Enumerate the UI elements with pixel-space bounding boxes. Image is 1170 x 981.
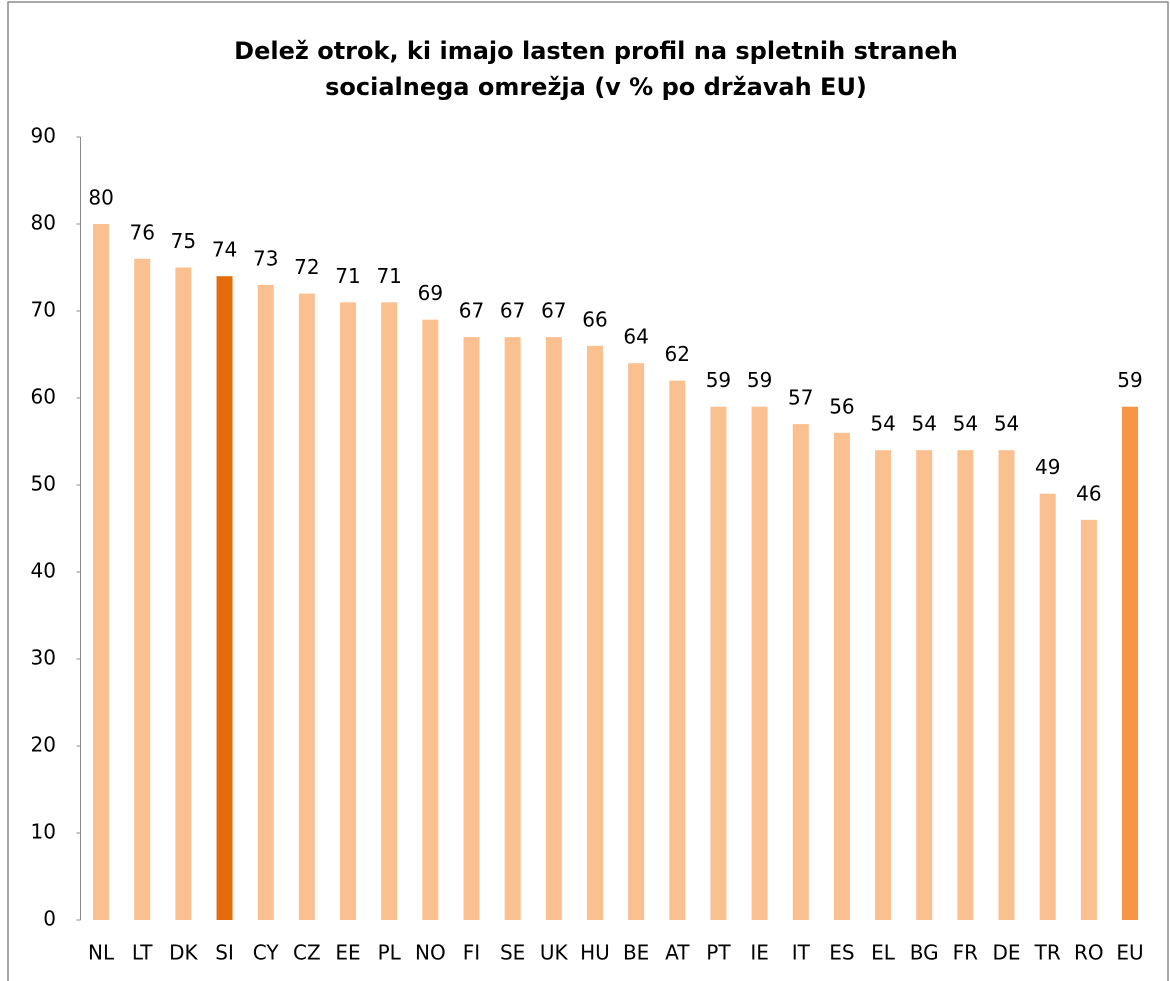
bar [545,337,562,921]
data-label: 74 [212,238,237,262]
y-tick-label: 40 [31,559,56,583]
y-tick-label: 70 [31,298,56,322]
data-label: 67 [500,299,525,323]
bar [381,302,398,920]
data-label: 69 [418,281,443,305]
data-label: 59 [706,368,731,392]
bar [998,450,1015,920]
y-tick-label: 10 [31,820,56,844]
data-label: 54 [953,412,978,436]
x-tick-label: FR [953,941,979,965]
bar [751,406,768,920]
x-tick-label: IE [750,941,769,965]
y-tick-label: 80 [31,211,56,235]
x-tick-label: CY [253,941,280,965]
data-label: 76 [130,220,155,244]
bar [216,276,233,920]
data-label: 54 [912,412,937,436]
bar [916,450,933,920]
bar [340,302,357,920]
bar [628,363,645,920]
x-tick-label: SE [500,941,525,965]
bar [463,337,480,921]
data-label: 66 [582,307,607,331]
bar [833,432,850,920]
bar [1080,519,1097,920]
x-tick-label: DE [993,941,1021,965]
data-label: 56 [829,394,854,418]
x-tick-label: EE [335,941,360,965]
x-tick-label: NL [88,941,115,965]
y-tick-label: 60 [31,385,56,409]
y-tick-label: 0 [43,907,56,931]
data-label: 54 [870,412,895,436]
x-tick-label: HU [580,941,610,965]
data-label: 49 [1035,455,1060,479]
x-tick-label: UK [540,941,569,965]
x-tick-label: BG [910,941,939,965]
x-tick-label: EL [871,941,896,965]
x-tick-label: CZ [293,941,321,965]
data-label: 54 [994,412,1019,436]
data-label: 57 [788,386,813,410]
bar [957,450,974,920]
bar [1039,493,1056,920]
y-tick-label: 30 [31,646,56,670]
bar [175,267,192,920]
x-tick-label: RO [1074,941,1104,965]
x-tick-label: BE [623,941,649,965]
data-label: 59 [1117,368,1142,392]
bar [875,450,892,920]
bar [792,424,809,920]
x-tick-label: PT [706,941,731,965]
bar [257,284,274,920]
x-tick-label: IT [792,941,811,965]
bar [710,406,727,920]
y-tick-label: 50 [31,472,56,496]
x-tick-label: FI [463,941,480,965]
bar [93,224,110,920]
x-tick-label: TR [1034,941,1061,965]
data-label: 62 [665,342,690,366]
x-tick-label: EU [1116,941,1143,965]
bar [134,258,151,920]
data-label: 75 [171,229,196,253]
x-tick-label: SI [215,941,234,965]
chart-title: Delež otrok, ki imajo lasten profil na s… [234,37,958,65]
x-tick-label: DK [169,941,198,965]
bar [1122,406,1139,920]
data-label: 59 [747,368,772,392]
data-label: 71 [376,264,401,288]
data-label: 64 [623,325,648,349]
data-label: 67 [541,299,566,323]
data-label: 67 [459,299,484,323]
y-tick-label: 20 [31,733,56,757]
data-label: 80 [88,186,113,210]
x-tick-label: LT [132,941,153,965]
data-label: 72 [294,255,319,279]
chart-title: socialnega omrežja (v % po državah EU) [325,73,867,101]
x-tick-label: PL [378,941,402,965]
x-tick-label: AT [665,941,690,965]
y-tick-label: 90 [31,124,56,148]
data-label: 46 [1076,481,1101,505]
bar [586,345,603,920]
x-tick-label: ES [829,941,854,965]
bar [422,319,439,920]
bar [504,337,521,921]
bar [669,380,686,921]
x-tick-label: NO [415,941,446,965]
data-label: 73 [253,246,278,270]
bar [298,293,315,921]
data-label: 71 [335,264,360,288]
